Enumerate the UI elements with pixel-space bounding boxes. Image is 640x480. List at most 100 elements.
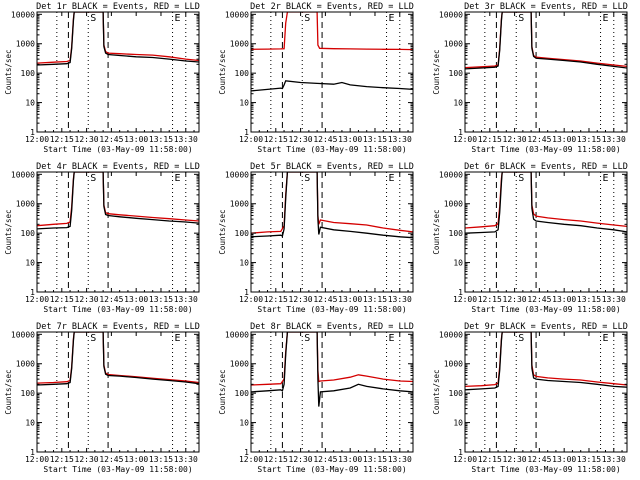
y-tick-label: 1 xyxy=(30,288,35,297)
x-tick-label: 13:15 xyxy=(363,135,387,144)
x-tick-label: 12:45 xyxy=(313,135,337,144)
plot-frame xyxy=(250,11,414,133)
x-tick-label: 12:00 xyxy=(25,135,49,144)
start-marker-label: S xyxy=(304,173,310,184)
x-tick-label: 12:30 xyxy=(503,135,527,144)
y-tick-label: 1 xyxy=(30,128,35,137)
x-axis-title: Start Time (03-May-09 11:58:00) xyxy=(471,465,620,474)
x-tick-label: 12:00 xyxy=(239,295,263,304)
plot-frame xyxy=(250,171,414,293)
y-tick-label: 10 xyxy=(25,259,35,268)
y-tick-label: 1000 xyxy=(16,200,35,209)
y-tick-label: 1 xyxy=(244,288,249,297)
end-marker-label: E xyxy=(175,333,181,344)
x-tick-label: 13:00 xyxy=(338,455,362,464)
y-tick-label: 10 xyxy=(239,259,249,268)
x-tick-label: 12:15 xyxy=(50,295,74,304)
x-axis-title: Start Time (03-May-09 11:58:00) xyxy=(43,305,192,314)
panel-title: Det 2r BLACK = Events, RED = LLD xyxy=(250,2,414,12)
y-tick-label: 100 xyxy=(235,389,250,398)
plot-frame xyxy=(36,171,200,293)
series-line-events xyxy=(251,80,413,92)
y-tick-label: 10 xyxy=(239,99,249,108)
x-tick-label: 12:15 xyxy=(478,295,502,304)
x-tick-label: 13:30 xyxy=(602,135,626,144)
x-tick-label: 12:00 xyxy=(25,295,49,304)
end-marker-label: E xyxy=(389,173,395,184)
y-tick-label: 1 xyxy=(458,448,463,457)
end-marker-label: E xyxy=(389,333,395,344)
series-line-events xyxy=(251,332,413,407)
x-tick-label: 12:30 xyxy=(75,295,99,304)
y-tick-label: 100 xyxy=(449,69,464,78)
x-tick-label: 13:00 xyxy=(124,295,148,304)
x-tick-label: 12:15 xyxy=(264,135,288,144)
x-axis-title: Start Time (03-May-09 11:58:00) xyxy=(471,305,620,314)
y-tick-label: 1000 xyxy=(230,360,249,369)
y-axis-title: Counts/sec xyxy=(218,49,227,94)
x-tick-label: 13:00 xyxy=(338,295,362,304)
start-marker-label: S xyxy=(304,13,310,24)
x-tick-label: 12:30 xyxy=(503,295,527,304)
start-marker-label: S xyxy=(518,13,524,24)
x-axis-title: Start Time (03-May-09 11:58:00) xyxy=(471,145,620,154)
y-tick-label: 1000 xyxy=(230,40,249,49)
y-axis-title: Counts/sec xyxy=(432,209,441,254)
y-tick-label: 10 xyxy=(239,419,249,428)
series-line-lld xyxy=(251,12,413,51)
start-marker-label: S xyxy=(518,173,524,184)
plot-frame xyxy=(36,11,200,133)
panel-title: Det 3r BLACK = Events, RED = LLD xyxy=(464,2,628,12)
series-line-events xyxy=(37,172,199,230)
x-tick-label: 12:45 xyxy=(527,455,551,464)
y-tick-label: 100 xyxy=(449,389,464,398)
y-tick-label: 10 xyxy=(453,259,463,268)
x-tick-label: 12:30 xyxy=(289,455,313,464)
start-marker-label: S xyxy=(90,13,96,24)
x-tick-label: 12:00 xyxy=(239,135,263,144)
end-marker-label: E xyxy=(603,173,609,184)
x-tick-label: 12:15 xyxy=(50,135,74,144)
x-tick-label: 12:45 xyxy=(527,135,551,144)
end-marker-label: E xyxy=(389,13,395,24)
x-tick-label: 13:30 xyxy=(174,295,198,304)
x-tick-label: 12:45 xyxy=(99,455,123,464)
y-tick-label: 1000 xyxy=(16,40,35,49)
x-tick-label: 13:30 xyxy=(388,295,412,304)
end-marker-label: E xyxy=(603,333,609,344)
y-tick-label: 10000 xyxy=(439,330,463,339)
y-tick-label: 1000 xyxy=(230,200,249,209)
x-tick-label: 12:00 xyxy=(239,455,263,464)
plot-frame xyxy=(250,331,414,453)
y-tick-label: 10000 xyxy=(225,10,249,19)
x-tick-label: 13:00 xyxy=(338,135,362,144)
x-axis-title: Start Time (03-May-09 11:58:00) xyxy=(43,145,192,154)
panel-title: Det 8r BLACK = Events, RED = LLD xyxy=(250,322,414,332)
y-tick-label: 1000 xyxy=(16,360,35,369)
y-tick-label: 10 xyxy=(25,99,35,108)
x-tick-label: 13:30 xyxy=(388,135,412,144)
y-axis-title: Counts/sec xyxy=(4,369,13,414)
y-tick-label: 1 xyxy=(244,448,249,457)
x-tick-label: 12:15 xyxy=(50,455,74,464)
y-tick-label: 10000 xyxy=(439,170,463,179)
y-tick-label: 10 xyxy=(453,99,463,108)
series-line-events xyxy=(251,172,413,239)
series-line-events xyxy=(37,12,199,66)
end-marker-label: E xyxy=(603,13,609,24)
y-tick-label: 1 xyxy=(458,128,463,137)
x-tick-label: 13:00 xyxy=(124,135,148,144)
x-axis-title: Start Time (03-May-09 11:58:00) xyxy=(257,465,406,474)
panel-title: Det 1r BLACK = Events, RED = LLD xyxy=(36,2,200,12)
x-tick-label: 13:00 xyxy=(552,135,576,144)
series-line-lld xyxy=(251,332,413,386)
x-tick-label: 13:15 xyxy=(149,295,173,304)
y-tick-label: 1000 xyxy=(444,40,463,49)
x-tick-label: 12:30 xyxy=(75,455,99,464)
plot-frame xyxy=(464,11,628,133)
x-tick-label: 13:15 xyxy=(363,295,387,304)
